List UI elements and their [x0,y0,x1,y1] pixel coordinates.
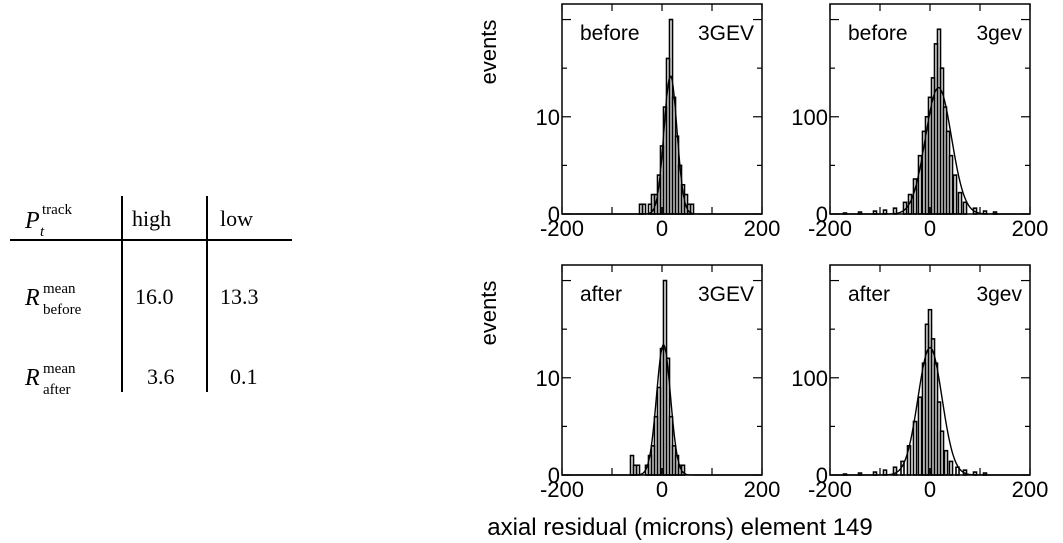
histogram-bin [641,203,647,215]
histogram-bin [892,466,898,476]
y-tick-label: 10 [536,366,560,391]
x-tick-label: 0 [656,216,668,241]
col-header-low: low [220,206,253,231]
panel-label-stage: after [848,283,890,306]
row-superscript: mean [43,281,76,297]
histogram-bin [955,466,960,476]
row-superscript: mean [43,361,76,377]
y-tick-label: 100 [791,105,828,130]
panel-label-stage: before [580,22,640,45]
x-tick-label: -200 [808,477,852,502]
gaussian-fit-curve [830,87,1030,215]
row-subscript: before [43,302,82,318]
histogram-bin [948,154,954,215]
histogram-bin [957,191,963,215]
panel-label-energy: 3GEV [698,22,754,45]
histogram-bin [962,201,968,215]
gaussian-fit-curve [830,346,1030,476]
x-tick-label: 0 [924,216,936,241]
cell-value: 16.0 [135,284,174,309]
row-symbol: R [24,365,40,391]
y-tick-label: 0 [548,463,560,488]
x-tick-label: 0 [656,477,668,502]
x-axis-label: axial residual (microns) element 149 [487,514,873,541]
pt-symbol: P [24,208,40,234]
y-tick-label: 0 [816,463,828,488]
histogram-bin [948,460,954,476]
gaussian-fit-curve [562,75,762,215]
pt-superscript: track [42,202,72,218]
table-row: R mean after 3.6 0.1 [24,361,258,398]
row-subscript: after [43,382,70,398]
y-axis-label: events [476,281,501,346]
histogram-bin [912,420,918,476]
x-tick-label: 200 [744,216,781,241]
cell-value: 13.3 [220,284,259,309]
histogram-bin [952,174,958,215]
panel-label-stage: before [848,22,908,45]
panel-label-energy: 3GEV [698,283,754,306]
histogram-bin [939,430,945,476]
table-row: R mean before 16.0 13.3 [24,281,259,318]
histogram-grid: axial residual (microns) element 149 0 10… [476,3,1049,541]
histogram-bin [917,396,923,476]
y-tick-label: 0 [548,202,560,227]
histogram-bin [943,449,949,476]
y-tick-label: 100 [791,366,828,391]
x-tick-label: 200 [744,477,781,502]
pt-subscript: t [40,224,45,240]
cell-value: 0.1 [230,364,258,389]
panel-label-energy: 3gev [976,283,1022,306]
col-header-high: high [132,206,171,231]
gaussian-fit-curve [562,344,762,476]
x-tick-label: 200 [1012,216,1049,241]
x-tick-label: -200 [540,477,584,502]
histogram-bin [917,154,923,215]
cell-value: 3.6 [147,364,175,389]
panel-label-energy: 3gev [976,22,1022,45]
x-tick-label: 200 [1012,477,1049,502]
row-symbol: R [24,285,40,311]
x-tick-label: -200 [808,216,852,241]
histogram-bin [635,464,641,476]
y-tick-label: 0 [816,202,828,227]
histogram-bin [912,178,918,215]
y-tick-label: 10 [536,105,560,130]
x-tick-label: 0 [924,477,936,502]
table-header: P t track high low [24,202,253,240]
panel-label-stage: after [580,283,622,306]
y-axis-label: events [476,20,501,85]
x-tick-label: -200 [540,216,584,241]
residual-mean-table: P t track high low R mean before 16.0 13… [10,196,292,398]
